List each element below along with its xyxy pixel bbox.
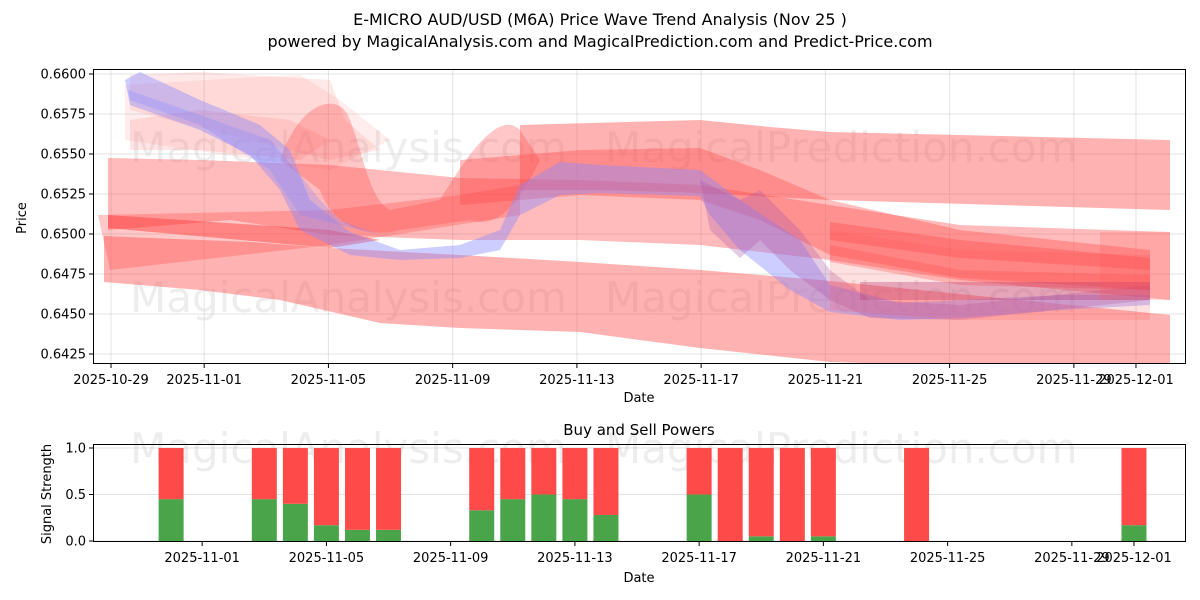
x-tick-label: 2025-10-29 [73, 373, 149, 388]
buy-bar [686, 494, 712, 541]
buy-bar [562, 499, 588, 541]
y-tick-label: 0.6475 [41, 268, 87, 283]
sell-bar [500, 448, 526, 500]
x-tick-label: 2025-11-05 [291, 373, 367, 388]
sell-bar [313, 448, 339, 526]
power-y-axis: 0.0 0.5 1.0 [65, 442, 93, 550]
x-tick-label: 2025-12-01 [1096, 551, 1172, 566]
sell-bar [810, 448, 836, 537]
x-tick-label: 2025-11-05 [289, 551, 365, 566]
x-tick-label: 2025-11-25 [912, 373, 988, 388]
y-tick-label: 0.6550 [41, 148, 87, 163]
y-tick-label: 0.6500 [41, 228, 87, 243]
x-tick-label: 2025-11-13 [539, 373, 615, 388]
buy-bar [282, 503, 308, 541]
price-grid [94, 70, 1186, 363]
x-tick-label: 2025-11-21 [786, 551, 862, 566]
power-bars [158, 448, 1147, 541]
buy-bar [593, 514, 619, 541]
sell-bar [1121, 448, 1147, 526]
watermark: MagicalPrediction.com [605, 123, 1078, 172]
buy-bar [531, 494, 557, 541]
buy-bar [1121, 525, 1147, 541]
x-tick-label: 2025-11-21 [788, 373, 864, 388]
x-tick-label: 2025-11-13 [537, 551, 613, 566]
price-y-axis: 0.6425 0.6450 0.6475 0.6500 0.6525 0.6550 0.65… [41, 68, 93, 363]
sell-bar [344, 448, 370, 530]
sell-bar [282, 448, 308, 504]
x-tick-label: 2025-11-09 [415, 373, 491, 388]
watermark: MagicalPrediction.com [605, 424, 1078, 473]
watermark: MagicalAnalysis.com [130, 123, 567, 172]
y-tick-label: 1.0 [65, 442, 86, 457]
power-x-axis: 2025-11-01 2025-11-05 2025-11-09 2025-11-13… [164, 542, 1172, 566]
chart-subtitle: powered by MagicalAnalysis.com and Magic… [267, 32, 933, 51]
x-tick-label: 2025-11-17 [661, 551, 737, 566]
sell-bar [904, 448, 930, 541]
y-tick-label: 0.6425 [41, 348, 87, 363]
sell-bar [717, 448, 743, 541]
x-tick-label: 2025-11-01 [166, 373, 242, 388]
power-axes-frame [93, 444, 1186, 542]
y-tick-label: 0.5 [65, 488, 86, 503]
x-tick-label: 2025-11-17 [663, 373, 739, 388]
sell-bar [158, 448, 184, 500]
x-tick-label: 2025-12-01 [1098, 373, 1174, 388]
y-tick-label: 0.6600 [41, 68, 87, 83]
sell-bar [531, 448, 557, 495]
watermark-layer: MagicalAnalysis.com MagicalPrediction.co… [130, 123, 1078, 473]
sell-bar [748, 448, 774, 537]
power-chart-title: Buy and Sell Powers [563, 421, 715, 439]
x-tick-label: 2025-11-29 [1034, 551, 1110, 566]
price-x-label: Date [623, 391, 654, 406]
buy-bar [376, 529, 402, 541]
power-y-label: Signal Strength [40, 444, 55, 544]
price-x-axis: 2025-10-29 2025-11-01 2025-11-05 2025-11-09… [73, 364, 1174, 388]
x-tick-label: 2025-11-01 [164, 551, 240, 566]
y-tick-label: 0.6575 [41, 108, 87, 123]
sell-bar [251, 448, 277, 500]
buy-bar [500, 499, 526, 541]
watermark: MagicalPrediction.com [605, 273, 1078, 322]
buy-bar [469, 510, 495, 541]
sell-bar [562, 448, 588, 500]
buy-bar [251, 499, 277, 541]
y-tick-label: 0.6450 [41, 308, 87, 323]
x-tick-label: 2025-11-25 [910, 551, 986, 566]
buy-bar [748, 536, 774, 541]
price-wave-bands [98, 72, 1170, 363]
buy-bar [344, 529, 370, 541]
buy-bar [810, 536, 836, 541]
buy-bar [158, 499, 184, 541]
sell-bar [469, 448, 495, 511]
sell-bar [593, 448, 619, 515]
x-tick-label: 2025-11-29 [1036, 373, 1112, 388]
sell-bar [686, 448, 712, 495]
x-tick-label: 2025-11-09 [413, 551, 489, 566]
y-tick-label: 0.0 [65, 535, 86, 550]
price-y-label: Price [15, 202, 30, 234]
price-axes-frame [93, 69, 1186, 364]
chart-title: E-MICRO AUD/USD (M6A) Price Wave Trend A… [353, 10, 847, 29]
y-tick-label: 0.6525 [41, 188, 87, 203]
power-x-label: Date [623, 571, 654, 586]
sell-bar [779, 448, 805, 541]
watermark: MagicalAnalysis.com [130, 273, 567, 322]
buy-bar [313, 525, 339, 541]
sell-bar [376, 448, 402, 530]
